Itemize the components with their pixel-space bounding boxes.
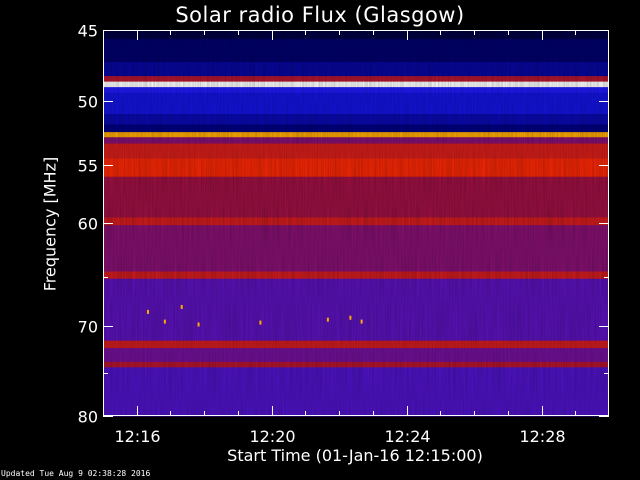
x-tick-label-12:16: 12:16 (114, 427, 160, 446)
burst-2 (180, 304, 183, 309)
y-tick-label-80: 80 (78, 408, 98, 427)
burst-4 (259, 320, 262, 325)
axes: 45 50 55 60 70 80 12:16 12:20 12:24 12:28 (78, 22, 609, 446)
y-tick-label-50: 50 (78, 93, 98, 112)
updated-timestamp: Updated Tue Aug 9 02:38:28 2016 (1, 469, 151, 478)
x-axis-label: Start Time (01-Jan-16 12:15:00) (227, 446, 483, 465)
x-tick-label-12:20: 12:20 (249, 427, 295, 446)
heatmap-texture (103, 30, 609, 416)
chart-title: Solar radio Flux (Glasgow) (175, 3, 465, 27)
x-tick-label-12:24: 12:24 (384, 427, 430, 446)
y-tick-label-55: 55 (78, 157, 98, 176)
y-tick-label-45: 45 (78, 22, 98, 41)
y-tick-label-60: 60 (78, 215, 98, 234)
burst-1 (163, 319, 166, 324)
burst-6 (349, 315, 352, 320)
burst-3 (197, 322, 200, 327)
burst-7 (360, 319, 363, 324)
x-tick-label-12:28: 12:28 (519, 427, 565, 446)
y-tick-label-70: 70 (78, 318, 98, 337)
burst-0 (146, 309, 149, 314)
burst-markers (146, 304, 363, 327)
burst-5 (326, 317, 329, 322)
